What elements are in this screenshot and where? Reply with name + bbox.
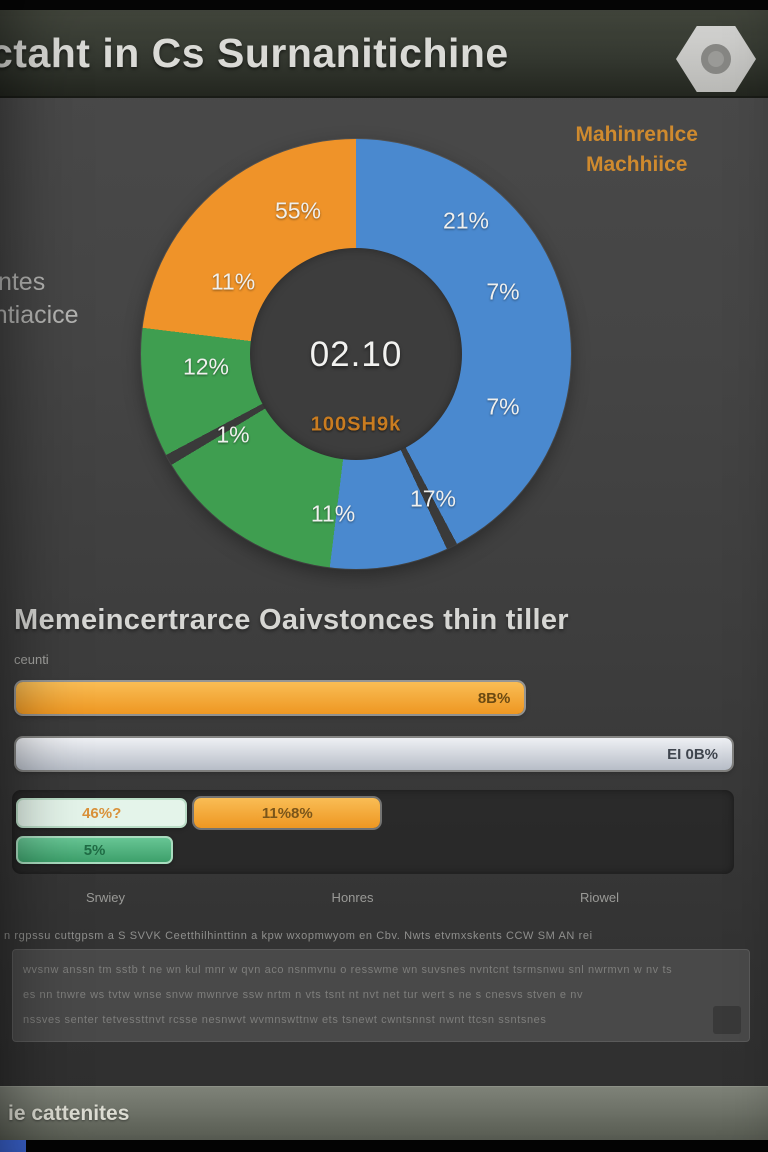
bar-value-label: 46%? [82, 804, 122, 822]
donut-center-subvalue: 100SH9k [310, 413, 402, 436]
donut-right-legend-line1: Mahinrenlce [575, 123, 698, 146]
bar-row-3a: 46%? [16, 798, 188, 828]
grouped-bar-panel: 46%? 11%8% 5% [12, 790, 734, 874]
blue-corner-chip [0, 1140, 26, 1152]
bar-row-1: 8B% [16, 682, 525, 714]
fine-print-line: n rgpssu cuttgpsm a S SVVK Ceetthilhintt… [4, 930, 593, 942]
x-tick: Riowel [580, 890, 620, 905]
donut-left-legend-line2: eentiacice [0, 301, 79, 329]
slice-label: 17% [409, 485, 457, 512]
donut-right-legend: Mahinrenlce Machhiice [575, 120, 698, 180]
footer-bar: ie cattenites [0, 1086, 768, 1140]
x-tick: Honres [331, 890, 374, 905]
bar-chart: 8B% EI 0B% 46%? 11%8% 5% [12, 682, 734, 874]
donut-left-legend-line1: chintes [0, 268, 46, 296]
donut-chart: 55% 21% 11% 7% 12% 7% 1% 17% 11% 02.10 1… [141, 139, 571, 569]
footer-label: ie cattenites [8, 1102, 130, 1125]
donut-center-value: 02.10 [309, 335, 403, 374]
donut-right-legend-line2: Machhiice [585, 153, 688, 176]
fine-print-box: wvsnw anssn tm sstb t ne wn kul mnr w qv… [12, 949, 750, 1042]
donut-left-legend: chintes eentiacice [0, 266, 79, 332]
gear-ring-icon [701, 44, 731, 74]
bar-value-label: 8B% [477, 689, 511, 707]
slice-label: 1% [216, 421, 250, 448]
slice-label: 12% [182, 353, 230, 380]
bar-value-label: 11%8% [261, 804, 313, 822]
slice-label: 7% [486, 393, 520, 420]
x-axis-ticks: Srwiey Honres Riowel [16, 890, 732, 908]
bar-value-label: EI 0B% [667, 745, 718, 763]
dark-square-decoration [713, 1006, 741, 1034]
top-black-strip [0, 0, 768, 10]
slice-label: 7% [486, 278, 520, 305]
bar-section-title: Memeincertrarce Oaivstonces thin tiller [14, 604, 569, 636]
x-tick: Srwiey [85, 890, 126, 905]
app-header: ctaht in Cs Surnanitichine [0, 10, 768, 98]
bar-row-2: EI 0B% [16, 738, 732, 770]
fine-print-line: nssves senter tetvessttnvt rcsse nesnwvt… [23, 1014, 547, 1026]
grouped-bar-row: 46%? 11%8% [16, 798, 730, 828]
page-title: ctaht in Cs Surnanitichine [0, 30, 509, 76]
settings-hexagon-button[interactable] [676, 26, 756, 92]
slice-label: 21% [442, 207, 490, 234]
bottom-black-strip [0, 1140, 768, 1152]
slice-label: 55% [274, 197, 322, 224]
fine-print-line: es nn tnwre ws tvtw wnse snvw mwnrve ssw… [23, 989, 584, 1001]
donut-hole [250, 248, 462, 460]
bar-value-label: 5% [83, 841, 106, 859]
bar-row-3b: 11%8% [194, 798, 381, 828]
slice-label: 11% [210, 268, 256, 295]
bar-row-4: 5% [16, 836, 174, 864]
fine-print-line: wvsnw anssn tm sstb t ne wn kul mnr w qv… [23, 964, 673, 976]
bar-axis-label: ceunti [14, 652, 49, 667]
fine-print-block: n rgpssu cuttgpsm a S SVVK Ceetthilhintt… [4, 930, 764, 1042]
slice-label: 11% [310, 500, 356, 527]
